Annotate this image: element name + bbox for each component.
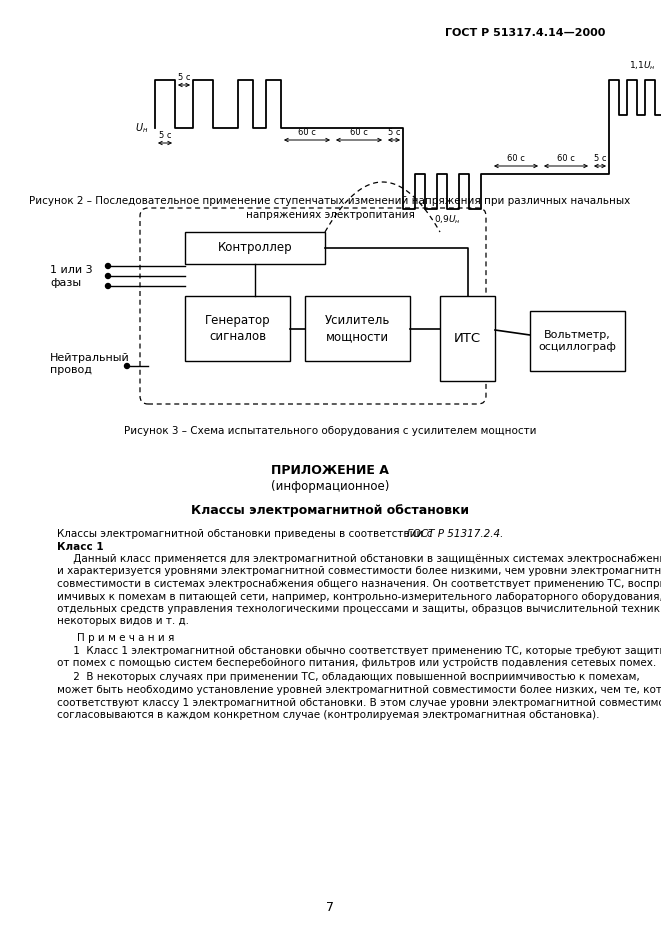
Text: $1{,}1U_{н}$: $1{,}1U_{н}$ (629, 60, 656, 72)
Text: ГОСТ Р 51317.4.14—2000: ГОСТ Р 51317.4.14—2000 (445, 28, 605, 38)
Text: 5 с: 5 с (388, 128, 401, 137)
Text: 1  Класс 1 электромагнитной обстановки обычно соответствует применению ТС, котор: 1 Класс 1 электромагнитной обстановки об… (57, 646, 661, 655)
Text: имчивых к помехам в питающей сети, например, контрольно-измерительного лаборатор: имчивых к помехам в питающей сети, напри… (57, 592, 661, 602)
Circle shape (124, 363, 130, 369)
Text: Генератор
сигналов: Генератор сигналов (205, 314, 270, 343)
Text: $0{,}9U_{н}$: $0{,}9U_{н}$ (434, 214, 461, 227)
Text: Рисунок 2 – Последовательное применение ступенчатых изменений напряжения при раз: Рисунок 2 – Последовательное применение … (29, 196, 631, 206)
Text: (информационное): (информационное) (271, 480, 389, 493)
Bar (440, 296, 495, 381)
Bar (530, 311, 625, 371)
Text: может быть необходимо установление уровней электромагнитной совместимости более : может быть необходимо установление уровн… (57, 685, 661, 695)
Text: фазы: фазы (50, 278, 81, 288)
Circle shape (106, 264, 110, 269)
Text: 7: 7 (326, 901, 334, 914)
Text: Классы электромагнитной обстановки приведены в соответствии с: Классы электромагнитной обстановки приве… (57, 529, 436, 539)
Text: 60 с: 60 с (557, 154, 575, 163)
Circle shape (106, 284, 110, 288)
Text: Класс 1: Класс 1 (57, 542, 104, 551)
Text: 1 или 3: 1 или 3 (50, 265, 93, 275)
Text: ПРИЛОЖЕНИЕ А: ПРИЛОЖЕНИЕ А (271, 464, 389, 477)
Text: Рисунок 3 – Схема испытательного оборудования с усилителем мощности: Рисунок 3 – Схема испытательного оборудо… (124, 426, 536, 436)
Text: соответствуют классу 1 электромагнитной обстановки. В этом случае уровни электро: соответствуют классу 1 электромагнитной … (57, 697, 661, 708)
Text: $U_{н}$: $U_{н}$ (135, 121, 148, 135)
Text: 60 с: 60 с (350, 128, 368, 137)
Bar (185, 296, 290, 361)
Text: Вольтметр,
осциллограф: Вольтметр, осциллограф (539, 329, 617, 352)
Text: П р и м е ч а н и я: П р и м е ч а н и я (77, 633, 175, 643)
Text: Контроллер: Контроллер (217, 241, 292, 255)
Circle shape (106, 273, 110, 279)
Text: Классы электромагнитной обстановки: Классы электромагнитной обстановки (191, 504, 469, 517)
Text: ГОСТ Р 51317.2.4.: ГОСТ Р 51317.2.4. (407, 529, 504, 539)
Text: Данный класс применяется для электромагнитной обстановки в защищённых системах э: Данный класс применяется для электромагн… (57, 554, 661, 564)
Text: Усилитель
мощности: Усилитель мощности (325, 314, 390, 343)
Text: провод: провод (50, 365, 92, 375)
Text: 5 с: 5 с (178, 73, 190, 82)
Text: 5 с: 5 с (159, 131, 171, 140)
Text: напряжениях электропитания: напряжениях электропитания (246, 210, 414, 220)
Text: некоторых видов и т. д.: некоторых видов и т. д. (57, 617, 189, 626)
Text: 5 с: 5 с (594, 154, 606, 163)
Text: Нейтральный: Нейтральный (50, 353, 130, 363)
Text: 60 с: 60 с (298, 128, 316, 137)
Text: отдельных средств управления технологическими процессами и защиты, образцов вычи: отдельных средств управления технологиче… (57, 604, 661, 614)
Bar (305, 296, 410, 361)
Text: ИТС: ИТС (454, 332, 481, 345)
Bar (185, 232, 325, 264)
Text: совместимости в системах электроснабжения общего назначения. Он соответствует пр: совместимости в системах электроснабжени… (57, 579, 661, 589)
Text: и характеризуется уровнями электромагнитной совместимости более низкими, чем уро: и характеризуется уровнями электромагнит… (57, 566, 661, 577)
Text: согласовываются в каждом конкретном случае (контролируемая электромагнитная обст: согласовываются в каждом конкретном случ… (57, 710, 600, 720)
Text: от помех с помощью систем бесперебойного питания, фильтров или устройств подавле: от помех с помощью систем бесперебойного… (57, 658, 656, 668)
Text: 60 с: 60 с (507, 154, 525, 163)
Text: 2  В некоторых случаях при применении ТС, обладающих повышенной восприимчивостью: 2 В некоторых случаях при применении ТС,… (57, 672, 640, 682)
